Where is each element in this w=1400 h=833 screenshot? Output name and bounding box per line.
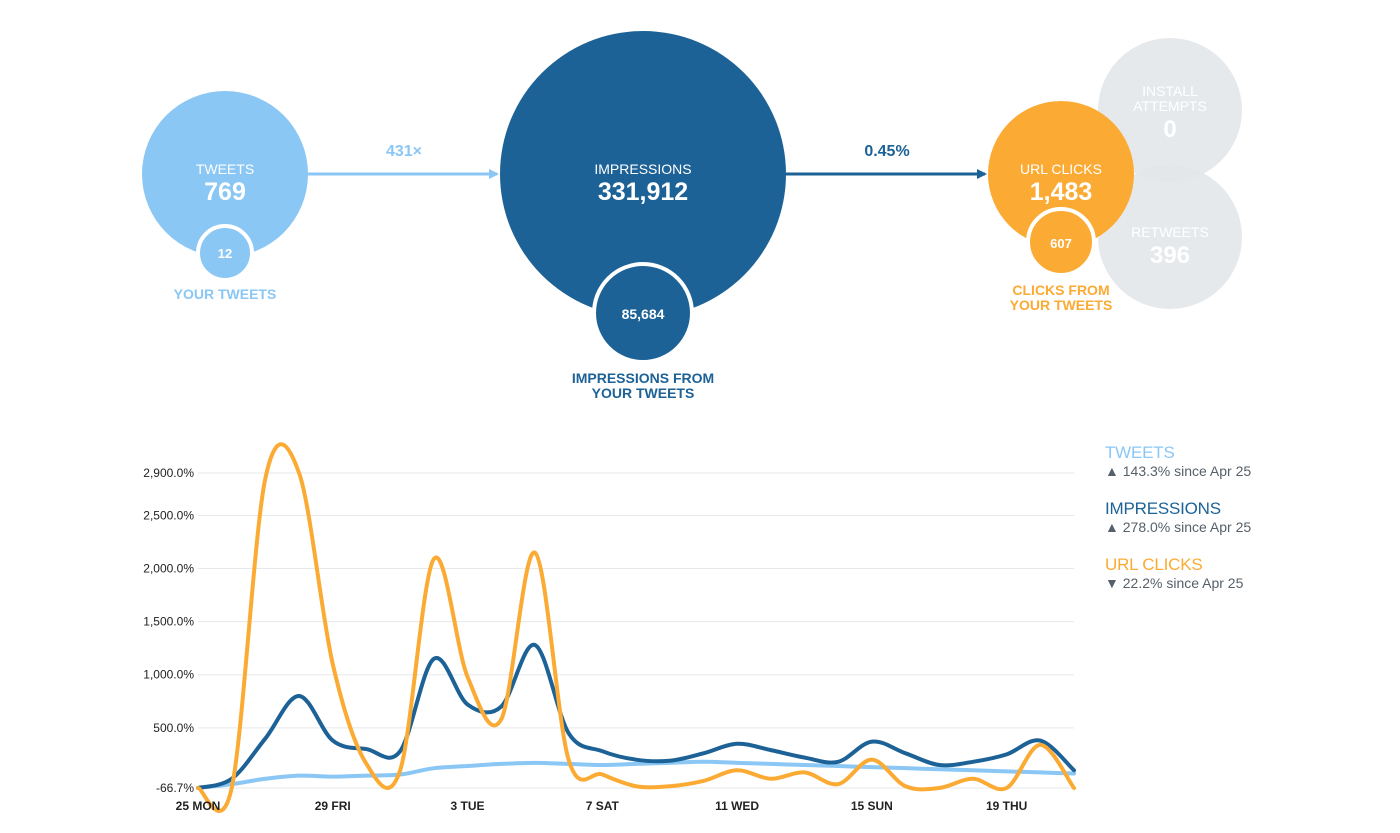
impressions-bubble bbox=[500, 31, 786, 317]
trend-up-icon: ▲ bbox=[1105, 463, 1119, 479]
legend-name-tweets: TWEETS bbox=[1105, 443, 1175, 462]
your-tweets-value: 12 bbox=[218, 246, 232, 261]
legend-item-tweets: TWEETS ▲ 143.3% since Apr 25 bbox=[1105, 443, 1385, 479]
impressions-from-your-tweets-label-2: YOUR TWEETS bbox=[592, 385, 695, 401]
retweets-bubble bbox=[1098, 165, 1242, 309]
your-tweets-bubble bbox=[196, 224, 254, 282]
y-tick-label: 1,500.0% bbox=[143, 615, 194, 629]
x-tick-label: 29 FRI bbox=[315, 799, 351, 813]
x-axis-labels: 25 MON 29 FRI 3 TUE 7 SAT 11 WED 15 SUN 19 THU bbox=[176, 799, 1028, 813]
y-tick-label: 2,900.0% bbox=[143, 466, 194, 480]
x-tick-label: 11 WED bbox=[715, 799, 759, 813]
legend-item-impressions: IMPRESSIONS ▲ 278.0% since Apr 25 bbox=[1105, 499, 1385, 535]
tweets-value: 769 bbox=[204, 178, 246, 206]
retweets-label: RETWEETS bbox=[1131, 224, 1209, 240]
impressions-from-your-tweets-value: 85,684 bbox=[622, 306, 665, 322]
tweets-bubble bbox=[142, 91, 308, 257]
url-clicks-bubble bbox=[988, 101, 1134, 247]
y-tick-label: 2,500.0% bbox=[143, 508, 194, 522]
x-tick-label: 25 MON bbox=[176, 799, 221, 813]
install-attempts-bubble bbox=[1098, 38, 1242, 182]
legend-change-tweets: ▲ 143.3% since Apr 25 bbox=[1105, 463, 1252, 479]
y-tick-label: 500.0% bbox=[153, 721, 194, 735]
your-tweets-label: YOUR TWEETS bbox=[174, 286, 277, 302]
y-tick-label: 1,000.0% bbox=[143, 668, 194, 682]
legend-change-impressions: ▲ 278.0% since Apr 25 bbox=[1105, 519, 1252, 535]
install-attempts-label-1: INSTALL bbox=[1142, 83, 1198, 99]
impressions-label: IMPRESSIONS bbox=[594, 161, 691, 177]
series-line-tweets bbox=[196, 759, 1076, 790]
arrow2-label: 0.45% bbox=[864, 143, 909, 160]
impressions-from-your-tweets-bubble bbox=[592, 262, 694, 364]
arrow1-label: 431× bbox=[386, 143, 422, 160]
legend-name-impressions: IMPRESSIONS bbox=[1105, 499, 1221, 518]
series-line-impressions bbox=[196, 643, 1076, 790]
series-layer bbox=[196, 442, 1076, 813]
series-line-url-clicks bbox=[196, 442, 1076, 813]
impressions-value: 331,912 bbox=[598, 178, 688, 206]
x-tick-label: 19 THU bbox=[986, 799, 1027, 813]
funnel-diagram: INSTALL ATTEMPTS 0 RETWEETS 396 431× 0.4… bbox=[142, 31, 1242, 401]
grid-layer: -66.7% 500.0% 1,000.0% 1,500.0% 2,000.0% 2,50… bbox=[143, 466, 1074, 795]
y-tick-label: 2,000.0% bbox=[143, 562, 194, 576]
retweets-value: 396 bbox=[1150, 242, 1190, 269]
tweets-label: TWEETS bbox=[196, 161, 254, 177]
trend-down-icon: ▼ bbox=[1105, 575, 1119, 591]
legend-name-url-clicks: URL CLICKS bbox=[1105, 555, 1203, 574]
y-tick-label: -66.7% bbox=[156, 781, 194, 795]
install-attempts-label-2: ATTEMPTS bbox=[1133, 98, 1207, 114]
clicks-from-your-tweets-value: 607 bbox=[1050, 236, 1072, 251]
clicks-from-your-tweets-label-1: CLICKS FROM bbox=[1012, 282, 1109, 298]
trend-line-chart: -66.7% 500.0% 1,000.0% 1,500.0% 2,000.0% 2,50… bbox=[143, 442, 1076, 813]
clicks-from-your-tweets-label-2: YOUR TWEETS bbox=[1010, 297, 1113, 313]
url-clicks-value: 1,483 bbox=[1030, 178, 1093, 206]
clicks-from-your-tweets-bubble bbox=[1026, 207, 1096, 277]
x-tick-label: 7 SAT bbox=[586, 799, 620, 813]
impressions-from-your-tweets-label-1: IMPRESSIONS FROM bbox=[572, 370, 714, 386]
legend-item-url-clicks: URL CLICKS ▼ 22.2% since Apr 25 bbox=[1105, 555, 1385, 591]
x-tick-label: 3 TUE bbox=[451, 799, 485, 813]
trend-up-icon: ▲ bbox=[1105, 519, 1119, 535]
install-attempts-value: 0 bbox=[1163, 116, 1176, 143]
x-tick-label: 15 SUN bbox=[851, 799, 893, 813]
legend-change-url-clicks: ▼ 22.2% since Apr 25 bbox=[1105, 575, 1244, 591]
url-clicks-label: URL CLICKS bbox=[1020, 161, 1102, 177]
chart-legend: TWEETS ▲ 143.3% since Apr 25 IMPRESSIONS… bbox=[1105, 443, 1385, 611]
